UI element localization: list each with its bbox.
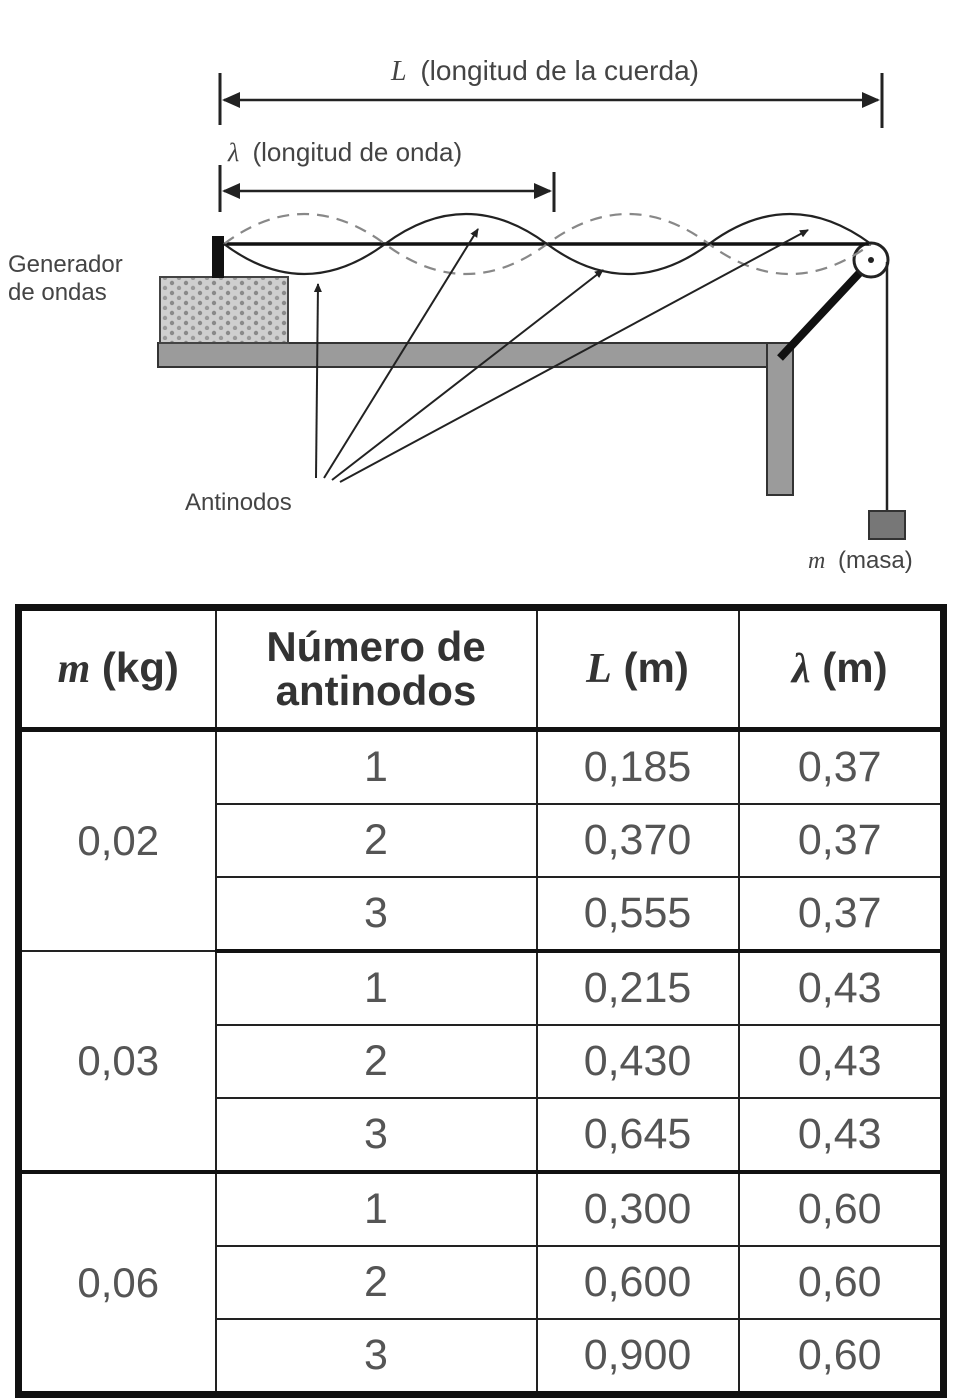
- antinodes-cell: 3: [214, 1097, 538, 1174]
- header-mass: m (kg): [17, 606, 217, 731]
- antinodes-cell: 1: [214, 728, 538, 805]
- wavelength-dimension: λ (longitud de onda): [218, 137, 556, 212]
- table-row: 0,02 1 0,185 0,37: [17, 728, 945, 952]
- table-row: 2 0,430 0,43: [19, 1024, 945, 1099]
- measurements-table: m (kg) Número de antinodos L (m) λ (m) 0,…: [15, 604, 947, 1398]
- table-row: 3 0,555 0,37: [19, 876, 945, 953]
- antinode-arrows: [313, 228, 809, 483]
- wavelength-cell: 0,60: [737, 1318, 945, 1396]
- mass-cell: 0,06: [17, 1171, 217, 1396]
- table-row: 2 0,600 0,60: [19, 1245, 945, 1320]
- length-dimension: L (longitud de la cuerda): [218, 55, 884, 128]
- antinodes-cell: 1: [214, 950, 538, 1026]
- antinodes-cell: 2: [214, 1245, 538, 1320]
- table-row: 3 0,645 0,43: [19, 1097, 945, 1174]
- table-row: 2 0,370 0,37: [19, 803, 945, 878]
- header-wavelength: λ (m): [737, 606, 945, 731]
- standing-wave-envelope: [223, 212, 872, 276]
- length-cell: 0,600: [535, 1245, 740, 1320]
- length-cell: 0,900: [535, 1318, 740, 1396]
- standing-wave-diagram: L (longitud de la cuerda) λ (longitud de…: [8, 55, 913, 574]
- wavelength-cell: 0,37: [737, 728, 945, 805]
- antinodes-cell: 3: [214, 1318, 538, 1396]
- wavelength-cell: 0,60: [737, 1245, 945, 1320]
- length-cell: 0,300: [535, 1171, 740, 1247]
- table-row: 3 0,900 0,60: [19, 1318, 945, 1396]
- table-row: 0,03 1 0,215 0,43: [17, 950, 945, 1174]
- header-length: L (m): [535, 606, 740, 731]
- length-cell: 0,430: [535, 1024, 740, 1099]
- wavelength-cell: 0,37: [737, 803, 945, 878]
- wavelength-cell: 0,37: [737, 876, 945, 953]
- antinodes-cell: 2: [214, 803, 538, 878]
- length-cell: 0,185: [535, 728, 740, 805]
- wavelength-label: λ (longitud de onda): [227, 137, 462, 167]
- lab-bench: [157, 342, 794, 496]
- table-row: 0,06 1 0,300 0,60: [17, 1171, 945, 1396]
- length-cell: 0,215: [535, 950, 740, 1026]
- antinodes-cell: 3: [214, 876, 538, 953]
- wave-generator: [159, 236, 289, 344]
- mass-cell: 0,02: [17, 728, 217, 952]
- mass-cell: 0,03: [17, 950, 217, 1174]
- antinodes-label: Antinodos: [185, 489, 292, 516]
- antinodes-cell: 1: [214, 1171, 538, 1247]
- wavelength-cell: 0,43: [737, 1097, 945, 1174]
- pulley: [777, 241, 890, 361]
- wavelength-cell: 0,60: [737, 1171, 945, 1247]
- length-cell: 0,370: [535, 803, 740, 878]
- length-cell: 0,555: [535, 876, 740, 953]
- length-cell: 0,645: [535, 1097, 740, 1174]
- wavelength-cell: 0,43: [737, 950, 945, 1026]
- length-label: L (longitud de la cuerda): [390, 55, 699, 87]
- hanging-mass: [868, 510, 906, 540]
- table-header-row: m (kg) Número de antinodos L (m) λ (m): [17, 606, 945, 731]
- generator-label: Generador de ondas: [8, 251, 129, 306]
- wavelength-cell: 0,43: [737, 1024, 945, 1099]
- mass-label: m (masa): [808, 547, 913, 574]
- antinodes-cell: 2: [214, 1024, 538, 1099]
- header-antinodes: Número de antinodos: [214, 606, 538, 731]
